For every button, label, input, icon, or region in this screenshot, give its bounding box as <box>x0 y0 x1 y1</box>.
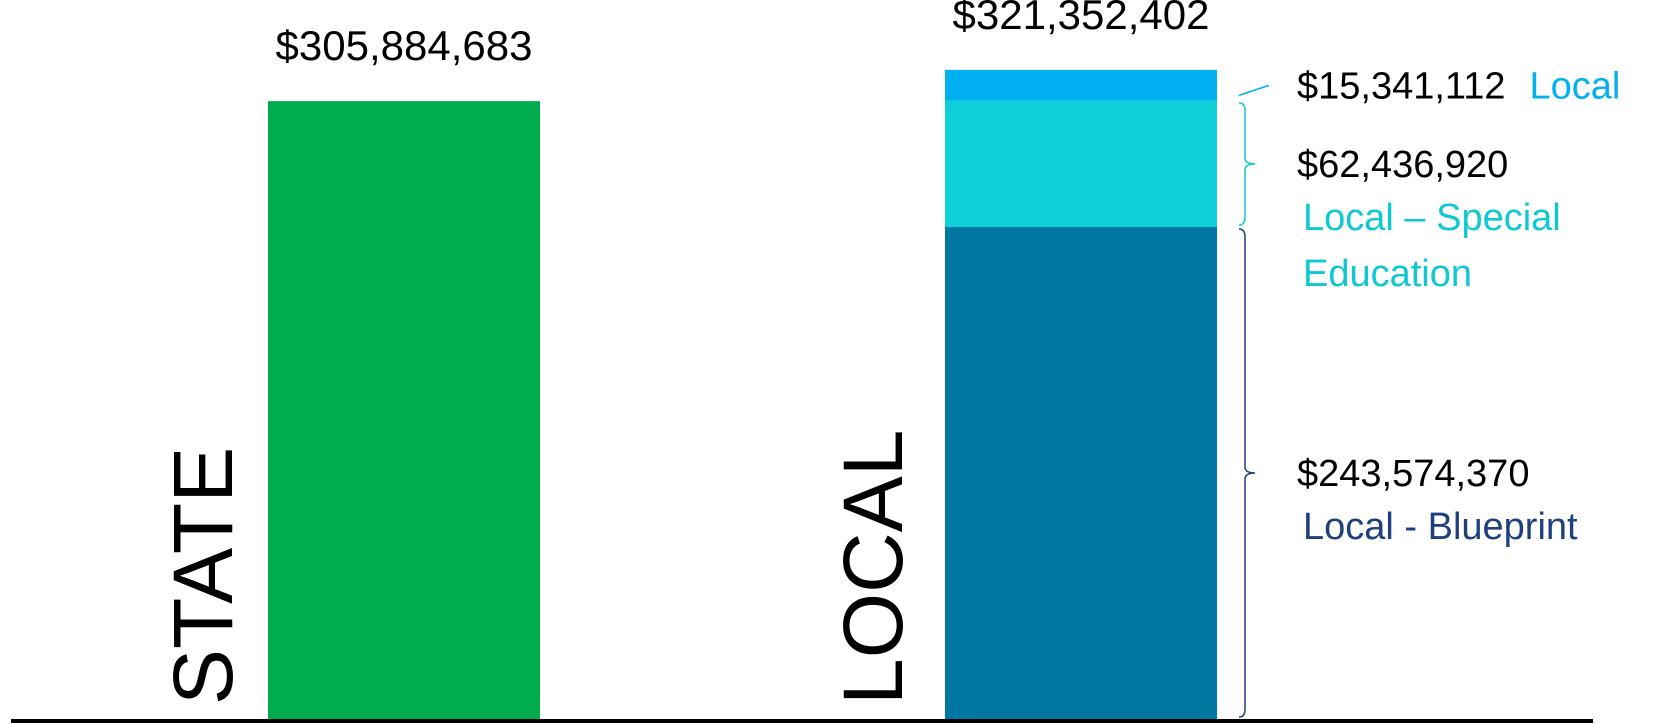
value-label: $62,436,920 <box>1297 144 1508 186</box>
category-label: LOCAL <box>826 430 920 705</box>
total-label: $321,352,402 <box>953 0 1210 38</box>
bar-segment <box>268 101 540 720</box>
bar-segment <box>945 69 1217 101</box>
bar-segment <box>945 100 1217 227</box>
category-label: STATE <box>156 447 250 705</box>
bracket <box>1238 84 1270 97</box>
bar-segment <box>945 226 1217 719</box>
series-label: Local <box>1530 65 1621 107</box>
value-label: $243,574,370 <box>1297 453 1529 495</box>
series-label: Local - Blueprint <box>1303 506 1578 548</box>
bracket <box>1238 102 1256 226</box>
bracket <box>1238 228 1256 718</box>
total-label: $305,884,683 <box>276 22 533 69</box>
series-label: Local – Special Education <box>1303 197 1561 295</box>
value-label: $15,341,112 <box>1297 65 1506 107</box>
